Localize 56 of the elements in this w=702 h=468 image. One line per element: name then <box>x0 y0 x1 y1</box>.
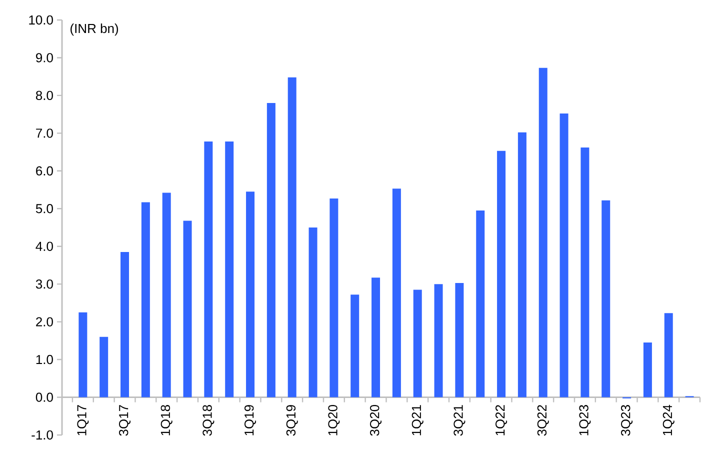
bar <box>664 313 673 398</box>
bar <box>266 102 276 398</box>
bar <box>560 114 568 398</box>
bar <box>538 68 548 398</box>
bar <box>100 336 108 398</box>
x-tick-label: 3Q23 <box>621 405 633 436</box>
bar <box>288 77 296 398</box>
x-tick-label: 3Q20 <box>370 404 382 436</box>
bar <box>246 192 255 398</box>
bar <box>476 210 485 398</box>
x-tick-label: 1Q23 <box>579 405 591 436</box>
bar <box>643 342 652 398</box>
x-tick-label: 1Q22 <box>496 405 508 436</box>
bar <box>602 200 610 398</box>
bar <box>183 220 192 398</box>
x-tick-label: 3Q21 <box>454 405 466 436</box>
bar <box>350 294 360 398</box>
y-axis-title: (INR bn) <box>70 24 118 36</box>
y-tick-label: 8.0 <box>36 90 53 100</box>
bar <box>225 141 234 398</box>
y-tick-label: 5.0 <box>36 204 53 214</box>
y-tick-label: 9.0 <box>36 53 53 62</box>
bar <box>120 252 130 398</box>
x-tick-label: 1Q21 <box>412 405 424 436</box>
bar <box>78 312 88 398</box>
y-tick-label: 7.0 <box>36 128 53 138</box>
x-tick-label: 1Q17 <box>77 405 89 436</box>
y-tick-label: 4.0 <box>36 242 53 251</box>
bar <box>372 278 380 398</box>
x-tick-label: 1Q20 <box>328 404 340 436</box>
bar <box>308 227 318 398</box>
y-tick-label: 0.0 <box>36 392 53 402</box>
y-tick-label: -1.0 <box>32 430 53 440</box>
bar <box>518 132 526 398</box>
bar <box>330 198 338 398</box>
x-tick-label: 3Q19 <box>286 405 298 436</box>
y-tick-label: 6.0 <box>36 166 53 176</box>
x-tick-label: 3Q18 <box>202 405 214 436</box>
y-tick-label: 10.0 <box>29 15 53 25</box>
bar <box>413 290 422 398</box>
x-tick-label: 1Q18 <box>160 405 172 436</box>
bar <box>204 141 213 398</box>
y-tick-label: 1.0 <box>36 354 53 364</box>
bar <box>455 282 464 398</box>
bar <box>392 188 401 398</box>
y-tick-label: 3.0 <box>36 279 53 289</box>
bar <box>580 148 590 398</box>
bar <box>162 192 171 398</box>
bar <box>434 284 443 398</box>
x-tick-label: 1Q24 <box>662 404 674 436</box>
x-tick-label: 1Q19 <box>244 405 256 436</box>
x-tick-label: 3Q17 <box>118 405 131 436</box>
x-tick-label: 3Q22 <box>537 405 549 436</box>
y-tick-label: 2.0 <box>36 317 53 326</box>
bar <box>141 202 150 398</box>
bar <box>497 150 506 398</box>
